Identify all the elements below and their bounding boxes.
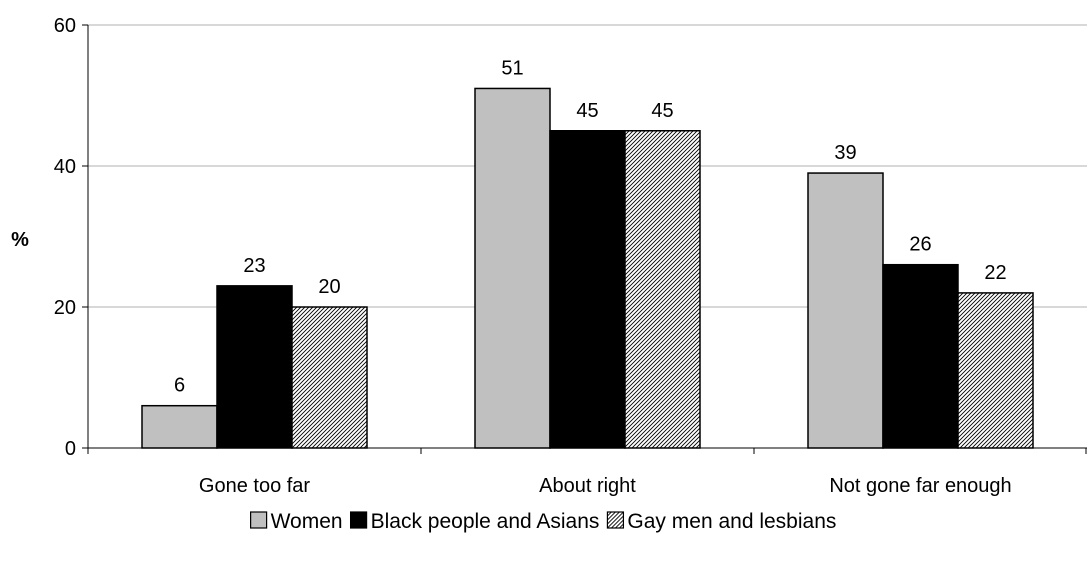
bar-gay-men-and-lesbians-2 xyxy=(957,292,1034,449)
x-category-label: About right xyxy=(539,475,636,497)
data-label: 45 xyxy=(651,100,673,122)
bar-gay-men-and-lesbians-0 xyxy=(291,306,368,449)
data-label: 45 xyxy=(576,100,598,122)
bar-black-people-and-asians-0 xyxy=(216,285,293,449)
legend-swatch xyxy=(606,511,625,529)
bar-women-1 xyxy=(474,87,551,449)
y-axis-label: % xyxy=(11,229,29,251)
bar-women-0 xyxy=(141,404,218,449)
data-label: 26 xyxy=(909,234,931,256)
data-label: 22 xyxy=(984,262,1006,284)
y-tick-label: 20 xyxy=(54,297,76,319)
legend-item: Gay men and lesbians xyxy=(606,510,836,533)
data-label: 6 xyxy=(174,375,185,397)
y-tick-label: 40 xyxy=(54,156,76,178)
bar-gay-men-and-lesbians-1 xyxy=(624,130,701,449)
legend-swatch xyxy=(250,511,268,529)
legend-label: Black people and Asians xyxy=(371,510,600,533)
bar-women-2 xyxy=(807,172,884,449)
data-label: 39 xyxy=(834,142,856,164)
y-tick-label: 0 xyxy=(65,438,76,460)
x-category-label: Not gone far enough xyxy=(829,475,1011,497)
y-tick-label: 60 xyxy=(54,15,76,37)
legend-item: Women xyxy=(250,510,343,533)
legend-label: Gay men and lesbians xyxy=(627,510,836,533)
data-label: 20 xyxy=(318,276,340,298)
legend-swatch xyxy=(349,511,368,529)
legend-label: Women xyxy=(271,510,343,533)
legend-item: Black people and Asians xyxy=(349,510,600,533)
bar-black-people-and-asians-1 xyxy=(549,130,626,449)
data-label: 23 xyxy=(243,255,265,277)
x-category-label: Gone too far xyxy=(199,475,311,497)
bar-black-people-and-asians-2 xyxy=(882,263,959,449)
data-label: 51 xyxy=(501,57,523,79)
